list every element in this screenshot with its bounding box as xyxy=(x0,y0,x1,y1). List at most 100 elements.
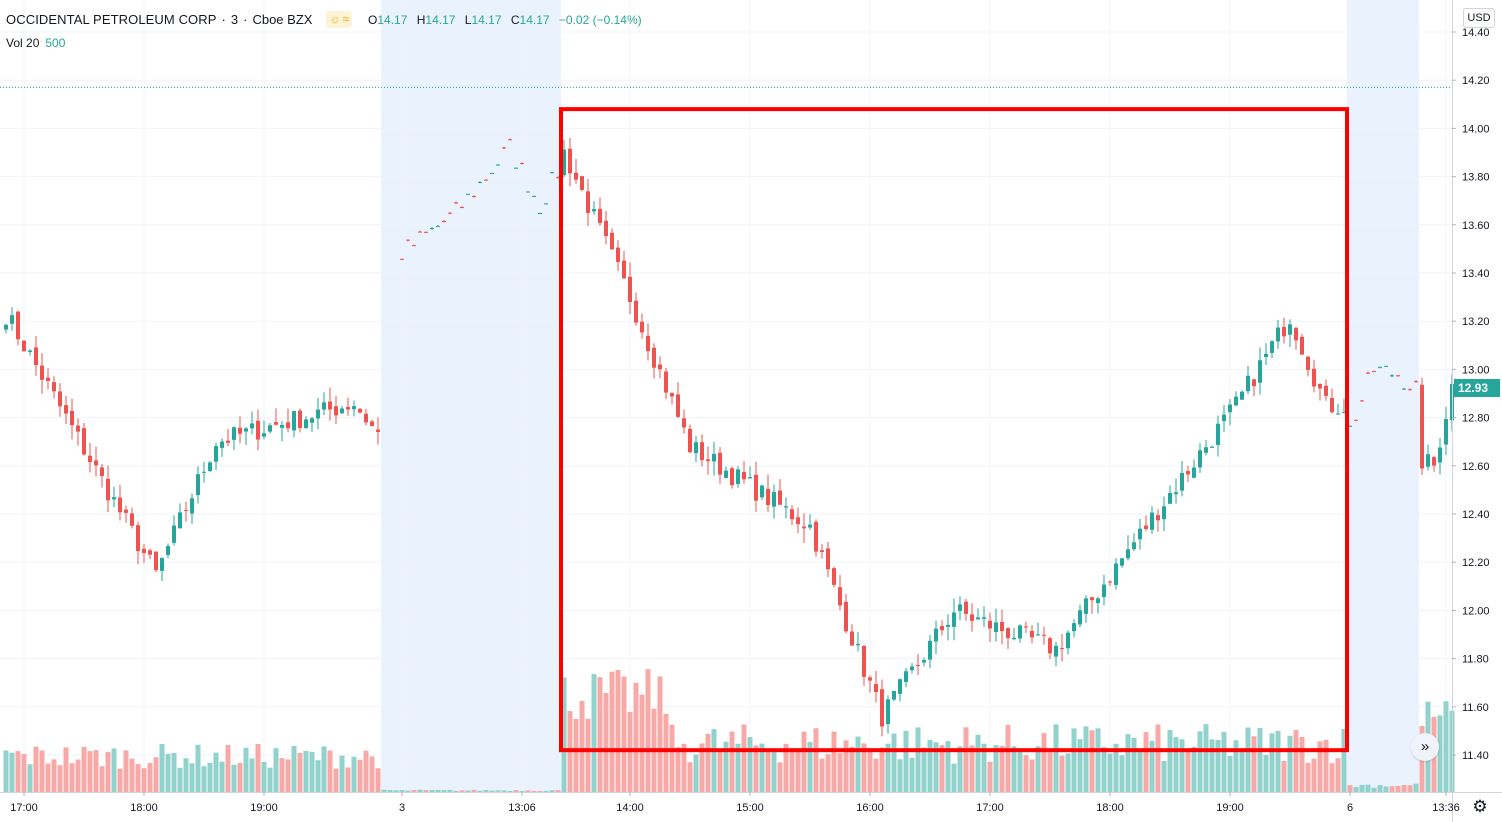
highlight-box xyxy=(559,107,1349,753)
candle-up xyxy=(190,498,194,514)
double-chevron-right-icon[interactable]: » xyxy=(1411,733,1439,761)
volume-bar xyxy=(213,752,219,792)
volume-bar xyxy=(297,752,303,792)
low-key: L xyxy=(464,12,472,27)
volume-bar xyxy=(1275,730,1281,792)
volume-bar xyxy=(69,763,75,792)
candle-up xyxy=(1234,396,1238,406)
volume-bar xyxy=(741,724,747,792)
volume-bar xyxy=(177,767,183,792)
volume-bar xyxy=(633,682,639,792)
symbol-name[interactable]: OCCIDENTAL PETROLEUM CORP xyxy=(6,12,217,27)
candle-up xyxy=(958,604,962,611)
volume-bar xyxy=(99,766,105,792)
x-tick-label: 18:00 xyxy=(1096,802,1124,814)
volume-bar xyxy=(1155,724,1161,792)
volume-bar xyxy=(495,790,501,792)
volume-bar xyxy=(1299,736,1305,792)
volume-bar xyxy=(621,676,627,792)
candle-up xyxy=(748,477,752,479)
high-value: 14.17 xyxy=(425,12,456,27)
volume-bar xyxy=(843,740,849,792)
close-key: C xyxy=(510,12,520,27)
volume-bar xyxy=(159,744,165,792)
candle-down xyxy=(1300,336,1304,355)
extended-session-band xyxy=(1347,0,1419,792)
candle-down xyxy=(1030,630,1034,638)
candle-down xyxy=(64,405,68,414)
volume-bar xyxy=(207,762,213,792)
x-tick-label: 13:06 xyxy=(508,802,536,814)
volume-bar xyxy=(195,744,201,792)
volume-label[interactable]: Vol 20 xyxy=(6,36,40,50)
volume-bar xyxy=(1131,737,1137,792)
candle-up xyxy=(1012,637,1016,640)
candle-up xyxy=(760,485,764,498)
x-tick-label: 17:00 xyxy=(10,802,38,814)
volume-bar xyxy=(1293,730,1299,792)
volume-bar xyxy=(861,743,867,792)
change-value: −0.02 (−0.14%) xyxy=(558,12,642,27)
volume-bar xyxy=(717,748,723,792)
candle-down xyxy=(46,377,50,382)
volume-bar xyxy=(243,747,249,792)
candle-up xyxy=(268,425,272,432)
candle-down xyxy=(58,391,62,407)
candle-up xyxy=(28,350,32,352)
candle-down xyxy=(142,548,146,554)
candle-down xyxy=(1144,525,1148,530)
volume-bar xyxy=(771,751,777,792)
candle-up xyxy=(910,666,914,671)
extended-session-bands xyxy=(381,0,1419,792)
candle-down xyxy=(646,335,650,352)
volume-bar xyxy=(1377,785,1383,792)
candle-up xyxy=(316,409,320,419)
candle-down xyxy=(1156,515,1160,521)
volume-bar xyxy=(825,754,831,792)
candle-up xyxy=(214,446,218,462)
volume-bar xyxy=(729,731,735,792)
sun-icon: ☼ xyxy=(329,12,341,26)
volume-bar xyxy=(1083,726,1089,792)
volume-bar xyxy=(999,745,1005,792)
candle-up xyxy=(934,628,938,642)
candle-down xyxy=(1366,372,1370,374)
candle-up xyxy=(1342,412,1346,414)
interval-label[interactable]: 3 xyxy=(230,12,239,27)
candle-up xyxy=(1258,360,1262,383)
x-tick-label: 14:00 xyxy=(616,802,644,814)
volume-bar xyxy=(693,754,699,792)
volume-bar xyxy=(549,790,555,792)
volume-bar xyxy=(429,790,435,792)
volume-bar xyxy=(57,765,63,792)
candle-down xyxy=(838,587,842,606)
candle-up xyxy=(160,557,164,571)
candle-down xyxy=(604,220,608,237)
candle-down xyxy=(298,410,302,428)
candle-down xyxy=(832,568,836,585)
volume-bar xyxy=(9,752,15,792)
candle-down xyxy=(568,148,572,174)
candle-up xyxy=(514,167,518,169)
candle-up xyxy=(994,622,998,632)
x-tick-label: 17:00 xyxy=(976,802,1004,814)
volume-bar xyxy=(327,750,333,792)
candle-up xyxy=(694,442,698,454)
volume-bar xyxy=(81,746,87,792)
volume-bar xyxy=(345,767,351,792)
volume-bar xyxy=(1017,748,1023,792)
volume-bar xyxy=(51,759,57,792)
currency-button[interactable]: USD xyxy=(1463,8,1495,28)
volume-bar xyxy=(837,753,843,792)
x-tick-label: 19:00 xyxy=(1216,802,1244,814)
gear-icon[interactable]: ⚙ xyxy=(1472,797,1488,816)
volume-bar xyxy=(1311,758,1317,792)
y-tick-label: 12.80 xyxy=(1462,413,1490,425)
candle-down xyxy=(1282,326,1286,337)
volume-bar xyxy=(873,758,879,792)
y-tick-label: 13.00 xyxy=(1462,364,1490,376)
y-tick-label: 11.60 xyxy=(1462,702,1489,714)
candle-down xyxy=(1408,389,1412,391)
